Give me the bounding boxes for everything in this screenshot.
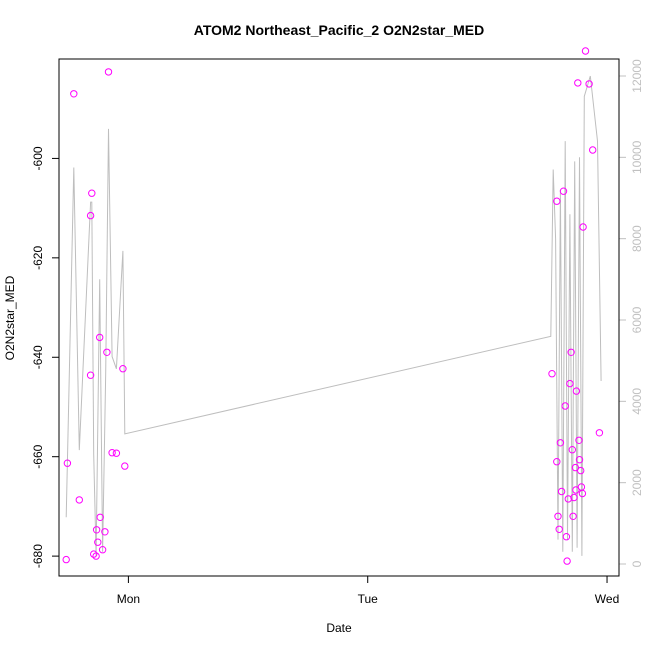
data-point xyxy=(104,68,113,76)
data-point xyxy=(574,79,582,87)
y-tick-label: -600 xyxy=(31,146,45,170)
y-right-tick-label: 0 xyxy=(630,560,644,567)
y-axis-title: O2N2star_MED xyxy=(3,275,17,360)
data-point xyxy=(577,466,585,475)
data-point xyxy=(548,370,556,378)
data-point xyxy=(94,538,102,546)
data-point xyxy=(572,486,580,494)
data-point xyxy=(557,487,566,496)
data-point xyxy=(579,223,587,231)
data-point xyxy=(566,379,574,388)
data-point xyxy=(112,449,121,457)
data-point xyxy=(595,429,604,437)
data-point xyxy=(88,189,96,197)
data-point xyxy=(101,528,109,536)
data-point xyxy=(108,449,116,457)
data-point xyxy=(553,197,561,205)
data-point xyxy=(561,402,569,410)
data-point xyxy=(119,365,127,373)
data-point xyxy=(589,146,597,154)
series-line-path xyxy=(65,75,602,556)
data-point xyxy=(62,555,70,564)
data-point xyxy=(585,80,593,88)
data-point xyxy=(553,458,561,466)
data-point xyxy=(562,533,571,541)
x-axis-title: Date xyxy=(326,621,352,635)
y-right-tick-label: 6000 xyxy=(630,306,644,333)
data-point xyxy=(92,552,100,560)
y-right-tick-label: 4000 xyxy=(630,388,644,415)
y-tick-label: -660 xyxy=(31,444,45,468)
data-point xyxy=(572,387,581,395)
data-point xyxy=(92,526,101,534)
data-point xyxy=(578,489,587,498)
data-point xyxy=(556,439,565,447)
data-point xyxy=(90,550,98,558)
data-point xyxy=(575,436,583,444)
data-point xyxy=(567,348,575,356)
y-tick-label: -640 xyxy=(31,345,45,369)
data-point xyxy=(86,211,95,220)
data-point xyxy=(575,456,584,464)
axes: -600 -620 -640 -660 -680 0 2000 4000 6000 8000 100… xyxy=(31,59,644,606)
y-tick-label: -620 xyxy=(31,246,45,270)
data-point xyxy=(570,493,578,502)
chart-title: ATOM2 Northeast_Pacific_2 O2N2star_MED xyxy=(194,22,484,38)
data-point xyxy=(63,459,72,467)
series-points-left-axis xyxy=(62,47,604,565)
plot-frame xyxy=(58,58,620,577)
data-point xyxy=(563,557,571,565)
y-right-tick-label: 12000 xyxy=(630,59,644,93)
y-tick-label: -680 xyxy=(31,544,45,568)
data-point xyxy=(121,462,129,470)
data-point xyxy=(96,333,104,342)
data-point xyxy=(555,525,563,533)
data-point xyxy=(568,446,576,454)
data-point xyxy=(569,512,577,520)
data-point xyxy=(98,546,107,554)
y-right-tick-label: 10000 xyxy=(630,140,644,174)
x-tick-label: Mon xyxy=(117,592,140,606)
y-right-tick-label: 8000 xyxy=(630,225,644,252)
data-point xyxy=(554,512,562,520)
data-point xyxy=(70,90,78,98)
data-point xyxy=(559,187,568,195)
data-point xyxy=(96,513,104,521)
y-right-tick-label: 2000 xyxy=(630,469,644,496)
series-line-right-axis xyxy=(65,75,602,556)
data-point xyxy=(581,47,590,55)
data-point xyxy=(75,496,84,504)
data-point xyxy=(103,348,111,356)
x-tick-label: Tue xyxy=(358,592,379,606)
x-tick-label: Wed xyxy=(595,592,619,606)
data-point xyxy=(86,371,95,379)
